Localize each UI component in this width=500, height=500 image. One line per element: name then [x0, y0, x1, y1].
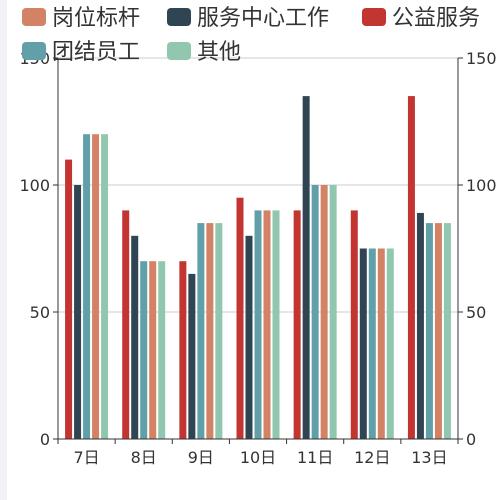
- x-tick-label: 7日: [73, 448, 99, 467]
- legend-swatch: [167, 8, 191, 26]
- legend-item[interactable]: 服务中心工作: [167, 6, 329, 31]
- bar-6-2[interactable]: [359, 248, 367, 440]
- bar-4-1[interactable]: [236, 197, 244, 439]
- bar-3-2[interactable]: [188, 273, 196, 439]
- legend-item[interactable]: 其他: [167, 40, 241, 65]
- bar-6-3[interactable]: [368, 248, 376, 440]
- left-y-tick-label: 0: [40, 430, 50, 449]
- bar-2-3[interactable]: [140, 261, 148, 439]
- bar-7-4[interactable]: [434, 223, 442, 439]
- bar-7-5[interactable]: [443, 223, 451, 439]
- left-y-tick-label: 50: [30, 303, 50, 322]
- bar-3-1[interactable]: [179, 261, 187, 439]
- bar-6-4[interactable]: [377, 248, 385, 440]
- bar-2-5[interactable]: [158, 261, 166, 439]
- left-y-tick-label: 100: [19, 176, 50, 195]
- bar-4-5[interactable]: [272, 210, 280, 439]
- legend-label: 岗位标杆: [52, 6, 140, 31]
- bar-5-1[interactable]: [293, 210, 301, 439]
- bar-1-1[interactable]: [65, 159, 73, 439]
- bar-5-3[interactable]: [311, 185, 319, 439]
- bar-1-4[interactable]: [92, 134, 100, 439]
- x-tick-label: 12日: [354, 448, 390, 467]
- bar-1-2[interactable]: [74, 185, 82, 439]
- legend-item[interactable]: 团结员工: [22, 40, 140, 65]
- bar-1-5[interactable]: [101, 134, 109, 439]
- bar-6-5[interactable]: [386, 248, 394, 440]
- bar-7-2[interactable]: [416, 212, 424, 439]
- legend-label: 其他: [197, 40, 241, 65]
- x-tick-label: 13日: [411, 448, 447, 467]
- legend-item[interactable]: 岗位标杆: [22, 6, 140, 31]
- legend-swatch: [22, 8, 46, 26]
- legend-label: 服务中心工作: [197, 6, 329, 31]
- bar-5-2[interactable]: [302, 96, 310, 439]
- left-edge-strip: [0, 0, 7, 500]
- bar-2-2[interactable]: [131, 235, 139, 439]
- bar-3-5[interactable]: [215, 223, 223, 439]
- bar-5-5[interactable]: [329, 185, 337, 439]
- bar-4-4[interactable]: [263, 210, 271, 439]
- x-tick-label: 8日: [131, 448, 157, 467]
- bars: [65, 96, 451, 439]
- bar-3-3[interactable]: [197, 223, 205, 439]
- right-y-tick-label: 50: [466, 303, 486, 322]
- x-tick-label: 11日: [297, 448, 333, 467]
- bar-7-1[interactable]: [407, 96, 415, 439]
- bar-7-3[interactable]: [425, 223, 433, 439]
- bar-2-4[interactable]: [149, 261, 157, 439]
- x-axis-tick-labels: 7日 8日 9日 10日 11日 12日 13日: [73, 448, 447, 467]
- right-y-tick-label: 150: [466, 49, 497, 68]
- legend-swatch: [167, 42, 191, 60]
- right-y-tick-label: 100: [466, 176, 497, 195]
- x-tick-label: 10日: [240, 448, 276, 467]
- bar-4-2[interactable]: [245, 235, 253, 439]
- legend-label: 公益服务: [392, 6, 480, 31]
- x-tick-label: 9日: [188, 448, 214, 467]
- legend-label: 团结员工: [52, 40, 140, 65]
- legend-swatch: [22, 42, 46, 60]
- legend-item[interactable]: 公益服务: [362, 6, 480, 31]
- bar-3-4[interactable]: [206, 223, 214, 439]
- right-y-tick-label: 0: [466, 430, 476, 449]
- bar-6-1[interactable]: [350, 210, 358, 439]
- legend-swatch: [362, 8, 386, 26]
- axes: [53, 57, 463, 444]
- bar-2-1[interactable]: [122, 210, 130, 439]
- bar-5-4[interactable]: [320, 185, 328, 439]
- bar-4-3[interactable]: [254, 210, 262, 439]
- bar-1-3[interactable]: [83, 134, 91, 439]
- right-axis-tick-labels: 0 50 100 150: [466, 49, 497, 449]
